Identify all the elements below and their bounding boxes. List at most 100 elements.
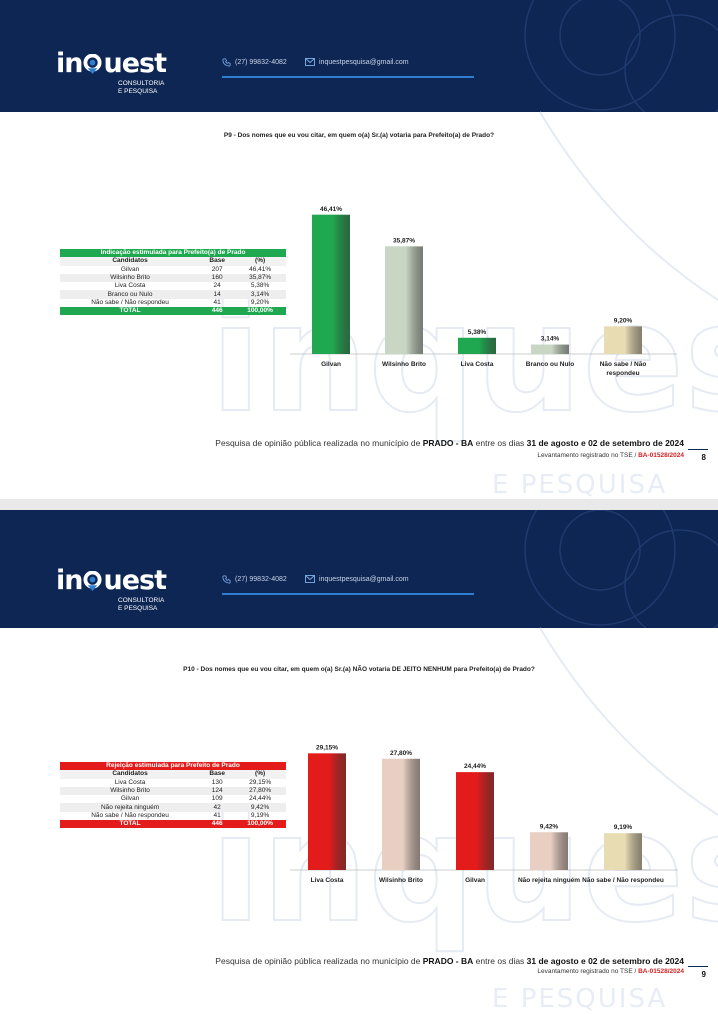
table-cell: Candidatos <box>60 770 201 779</box>
inquest-logo: in uest CONSULTORIA E PESQUISA <box>56 565 167 612</box>
table-cell: 35,87% <box>234 273 286 283</box>
table-cell: 9,20% <box>250 298 270 306</box>
table-cell: 41 <box>213 298 221 306</box>
table-cell: TOTAL <box>60 820 201 829</box>
category-label: Wilsinho Brito <box>382 361 426 368</box>
phone-text: (27) 99832-4082 <box>235 59 287 66</box>
table-title-row: Indicação estimulada para Prefeito(a) de… <box>60 249 286 258</box>
table-row: Gilvan 207 46,41% <box>60 266 286 274</box>
data-label: 27,80% <box>390 750 412 757</box>
bar <box>385 246 423 354</box>
question-title: P10 - Dos nomes que eu vou citar, em que… <box>183 666 535 673</box>
contact-email: inquestpesquisa@gmail.com <box>305 58 409 66</box>
category-label: Não sabe / Não respondeu <box>582 877 664 884</box>
table-cell: Branco ou Nulo <box>60 290 201 299</box>
bar <box>530 832 568 870</box>
footer-text-2: entre os dias <box>473 956 527 966</box>
table-cell: 160 <box>200 273 235 283</box>
table-cell: 24,44% <box>249 795 272 803</box>
decorative-circles-icon <box>524 0 718 112</box>
slide-p9: in uest CONSULTORIA E PESQUISA (27) 9983… <box>0 0 718 499</box>
table-cell: Gilvan <box>120 795 140 803</box>
logo-sub-1: CONSULTORIA <box>118 597 165 604</box>
footer-text-1: Pesquisa de opinião pública realizada no… <box>215 438 423 448</box>
table-cell: 24 <box>213 282 221 290</box>
bar <box>604 833 642 870</box>
data-label: 9,19% <box>614 824 633 831</box>
bar <box>604 326 642 354</box>
table-title: Rejeição estimulada para Prefeito de Pra… <box>60 762 286 771</box>
bar-chart: 29,15% Liva Costa 27,80% Wilsinho Brito 24,4… <box>290 744 678 884</box>
table-row: Não sabe / Não respondeu 41 9,19% <box>60 812 286 820</box>
table-cell: TOTAL <box>60 307 201 316</box>
header-banner: in uest CONSULTORIA E PESQUISA (27) 9983… <box>0 0 718 112</box>
table-row: Gilvan 109 24,44% <box>60 795 286 803</box>
table-cell: 5,38% <box>250 282 270 290</box>
bar <box>531 344 569 354</box>
table-cell: 14 <box>200 290 235 299</box>
table-cell: Não rejeita ninguém <box>60 803 201 812</box>
bar <box>382 758 420 870</box>
watermark-subtitle: E PESQUISA <box>492 470 668 499</box>
page-number: 9 <box>701 970 706 979</box>
table-total-row: TOTAL 446 100,00% <box>60 307 286 316</box>
question-title: P9 - Dos nomes que eu vou citar, em quem… <box>223 132 495 139</box>
logo-prefix: in <box>56 48 84 79</box>
table-cell: 27,80% <box>234 786 286 796</box>
page-number: 8 <box>701 453 706 462</box>
table-cell: 3,14% <box>234 290 286 299</box>
table-cell: Liva Costa <box>114 778 146 786</box>
registration-label: Levantamento registrado no TSE / <box>537 452 639 459</box>
category-label: Liva Costa <box>311 877 344 884</box>
table-cell: Wilsinho Brito <box>60 786 201 796</box>
bar <box>458 337 496 354</box>
footer-text-1: Pesquisa de opinião pública realizada no… <box>215 956 423 966</box>
contact-email: inquestpesquisa@gmail.com <box>305 575 409 583</box>
mail-icon <box>305 58 315 66</box>
mail-icon <box>305 575 315 583</box>
table-cell: 446 <box>200 307 235 316</box>
table-title: Indicação estimulada para Prefeito(a) de… <box>60 249 286 258</box>
data-label: 29,15% <box>316 744 338 751</box>
footer-city: PRADO - BA <box>422 438 474 448</box>
table-cell: Liva Costa <box>114 282 146 290</box>
logo-suffix: uest <box>103 48 167 79</box>
header-divider <box>222 76 474 78</box>
category-label: Wilsinho Brito <box>379 877 423 884</box>
table-title-row: Rejeição estimulada para Prefeito de Pra… <box>60 762 286 771</box>
email-text: inquestpesquisa@gmail.com <box>319 575 409 583</box>
logo-prefix: in <box>56 565 84 596</box>
category-label: Não rejeita ninguém <box>518 877 580 884</box>
watermark-logo-icon: inquest <box>210 111 718 447</box>
table-cell: 41 <box>213 811 221 819</box>
header-divider <box>222 593 474 595</box>
table-row: Liva Costa 24 5,38% <box>60 282 286 290</box>
bar <box>308 753 346 870</box>
watermark-subtitle: E PESQUISA <box>492 984 668 1014</box>
registration-label: Levantamento registrado no TSE / <box>537 968 639 975</box>
table-cell: Não sabe / Não respondeu <box>91 811 169 819</box>
contact-phone: (27) 99832-4082 <box>222 58 287 67</box>
table-cell: Base <box>200 257 235 266</box>
footer-dates: 31 de agosto e 02 de setembro de 2024 <box>526 956 684 966</box>
table-cell: Candidatos <box>60 257 201 266</box>
search-pin-icon <box>83 53 103 74</box>
search-pin-icon <box>83 570 103 591</box>
table-cell: 124 <box>200 786 235 796</box>
bar-chart: 46,41% Gilvan 35,87% Wilsinho Brito 5,38% Liv… <box>290 206 677 377</box>
logo-sub-2: E PESQUISA <box>118 604 158 612</box>
table-cell: 29,15% <box>249 778 272 786</box>
table-cell: 100,00% <box>234 307 286 316</box>
bar <box>312 214 350 354</box>
table-cell: (%) <box>234 257 286 266</box>
category-label: respondeu <box>606 370 639 377</box>
category-label: Não sabe / Não <box>600 361 647 368</box>
logo-suffix: uest <box>103 565 167 596</box>
data-label: 9,20% <box>614 317 633 324</box>
data-label: 46,41% <box>320 206 342 213</box>
results-table: Rejeição estimulada para Prefeito de Pra… <box>60 762 286 829</box>
bar <box>456 772 494 870</box>
category-label: Liva Costa <box>461 361 494 368</box>
category-label: Gilvan <box>321 361 341 368</box>
table-cell: 130 <box>211 778 223 786</box>
